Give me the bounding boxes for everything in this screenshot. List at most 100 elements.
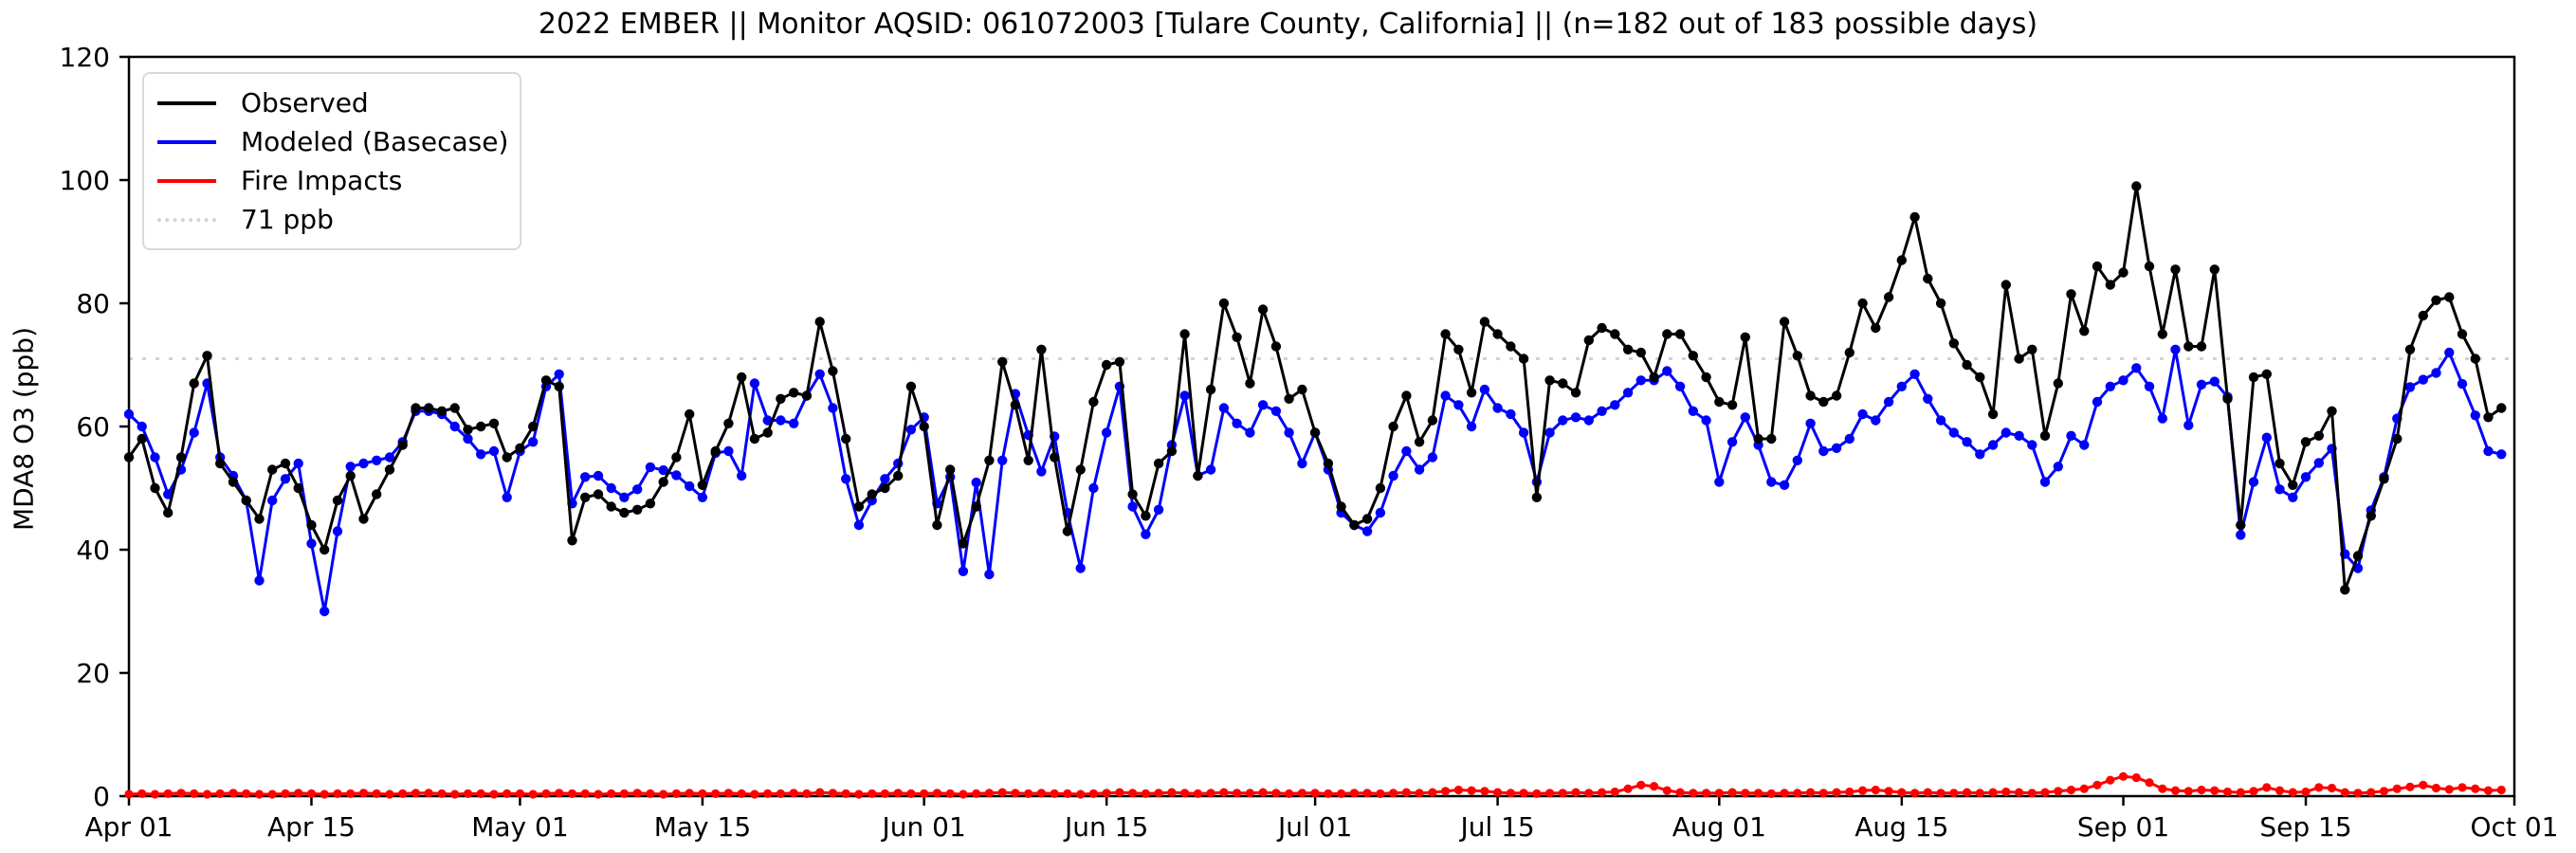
data-point: [2404, 382, 2416, 392]
data-point: [1441, 787, 1451, 796]
data-point: [1218, 403, 1230, 413]
data-point: [607, 789, 616, 799]
data-point: [2222, 787, 2233, 797]
data-point: [2496, 785, 2506, 795]
data-point: [294, 789, 303, 798]
data-point: [1897, 788, 1907, 797]
data-point: [958, 566, 969, 576]
data-point: [1570, 388, 1581, 398]
data-point: [1597, 322, 1607, 334]
data-point: [1701, 372, 1711, 383]
data-point: [723, 418, 734, 428]
data-point: [1128, 789, 1138, 798]
data-point: [2131, 363, 2142, 373]
data-point: [1871, 785, 1880, 795]
data-point: [1115, 788, 1124, 797]
data-point: [1453, 344, 1464, 354]
data-point: [150, 452, 160, 463]
data-point: [1780, 789, 1789, 798]
data-point: [189, 427, 199, 438]
data-point: [1284, 427, 1294, 438]
data-point: [554, 369, 564, 379]
data-point: [1818, 396, 1829, 408]
data-point: [2288, 492, 2298, 502]
data-point: [306, 538, 317, 549]
data-point: [1987, 408, 1999, 420]
data-point: [646, 789, 655, 799]
data-point: [2236, 519, 2246, 531]
data-point: [1076, 789, 1086, 799]
data-point: [2261, 369, 2272, 379]
data-point: [176, 789, 186, 798]
data-point: [2419, 780, 2428, 789]
data-point: [555, 789, 564, 798]
data-point: [1233, 789, 1242, 798]
fire-line-icon: [157, 178, 216, 183]
data-point: [1910, 789, 1920, 798]
data-point: [2496, 449, 2507, 460]
data-point: [2327, 783, 2337, 793]
data-point: [1389, 789, 1398, 798]
data-point: [1309, 427, 1321, 438]
data-point: [528, 421, 539, 432]
data-point: [1754, 789, 1763, 798]
data-point: [853, 519, 865, 531]
data-point: [1610, 400, 1620, 410]
data-point: [2275, 458, 2285, 469]
data-point: [1428, 788, 1437, 797]
data-point: [853, 501, 865, 512]
data-point: [1610, 329, 1620, 339]
data-point: [2066, 289, 2076, 299]
data-point: [2118, 375, 2128, 386]
y-tick-label: 40: [76, 535, 110, 566]
data-point: [1622, 344, 1634, 354]
data-point: [685, 789, 694, 798]
data-point: [2039, 477, 2051, 487]
data-point: [476, 449, 486, 460]
data-point: [306, 789, 317, 799]
data-point: [762, 427, 773, 438]
data-point: [1584, 789, 1594, 798]
data-point: [449, 403, 460, 413]
data-point: [358, 789, 369, 798]
data-point: [1492, 329, 1503, 339]
data-point: [1205, 464, 1216, 475]
data-point: [1270, 406, 1282, 416]
data-point: [1388, 470, 1398, 481]
data-point: [711, 789, 721, 799]
x-tick-label: Jun 01: [881, 811, 966, 843]
data-point: [2196, 379, 2207, 390]
data-point: [1088, 396, 1099, 408]
x-tick-label: May 01: [471, 811, 568, 843]
data-point: [2001, 427, 2011, 438]
data-point: [320, 606, 330, 617]
data-point: [2131, 772, 2141, 783]
data-point: [280, 474, 291, 484]
data-point: [984, 455, 995, 465]
x-tick-label: Sep 15: [2259, 811, 2351, 843]
data-point: [1518, 427, 1529, 438]
data-point: [254, 575, 265, 586]
data-point: [594, 789, 603, 799]
data-point: [137, 433, 147, 445]
data-point: [2288, 480, 2298, 490]
data-point: [2001, 787, 2011, 797]
data-point: [489, 789, 499, 799]
data-point: [1257, 304, 1269, 315]
data-point: [2183, 341, 2194, 352]
data-point: [2275, 786, 2285, 795]
data-point: [1818, 789, 1828, 798]
data-point: [1440, 390, 1451, 401]
data-point: [750, 789, 759, 799]
data-point: [1544, 427, 1555, 438]
data-point: [671, 789, 682, 799]
data-point: [267, 495, 278, 506]
data-point: [737, 789, 746, 799]
data-point: [2314, 783, 2324, 792]
data-point: [1583, 335, 1595, 346]
data-point: [606, 501, 616, 512]
data-point: [1727, 788, 1737, 797]
data-point: [2040, 788, 2050, 797]
data-point: [1205, 384, 1216, 395]
data-point: [450, 789, 460, 799]
